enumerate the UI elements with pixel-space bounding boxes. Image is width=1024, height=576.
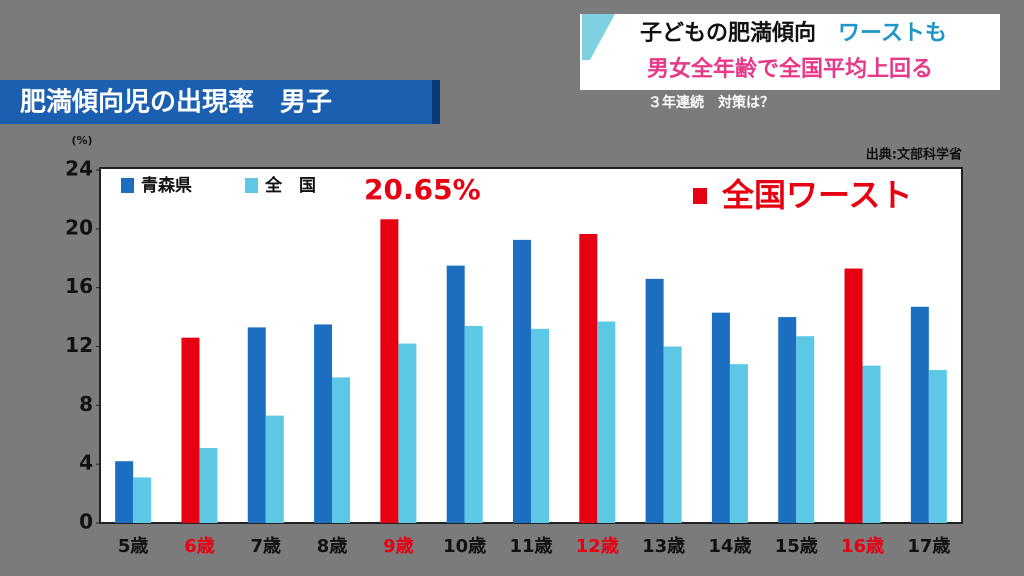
x-tick-label: 11歳	[509, 536, 552, 557]
bar	[729, 364, 748, 523]
title-band-edge	[432, 80, 440, 124]
headline-accent	[582, 14, 615, 60]
bar	[579, 233, 598, 523]
y-unit: (%)	[71, 134, 92, 147]
y-tick-label: 16	[65, 274, 93, 298]
bar	[862, 365, 881, 523]
bar	[796, 336, 815, 523]
bar	[928, 370, 947, 523]
headline-accent-text: ワーストも	[838, 21, 947, 46]
x-tick-label: 5歳	[118, 536, 149, 557]
y-tick-label: 12	[65, 333, 93, 357]
bar	[380, 219, 399, 523]
bar	[645, 278, 664, 523]
subline: ３年連続 対策は？	[648, 94, 774, 111]
y-tick-label: 24	[65, 157, 93, 181]
legend-label: 青森県	[141, 175, 192, 196]
bar	[199, 447, 218, 523]
headline-box	[580, 14, 1000, 90]
x-tick-label: 10歳	[443, 536, 486, 557]
bar	[778, 317, 797, 523]
x-tick-label: 14歳	[708, 536, 751, 557]
legend-swatch	[121, 178, 134, 193]
x-tick-label: 6歳	[184, 536, 215, 557]
bar	[513, 239, 531, 524]
bar	[247, 327, 266, 523]
x-tick-label: 9歳	[383, 536, 414, 557]
bar	[446, 265, 465, 523]
bar	[910, 306, 929, 523]
x-tick-label: 8歳	[317, 536, 348, 557]
headline-2: 男女全年齢で全国平均上回る	[647, 56, 933, 82]
bar	[711, 312, 730, 523]
y-tick-label: 4	[79, 451, 93, 475]
bar	[398, 343, 417, 523]
bar	[597, 321, 616, 523]
bar	[133, 477, 152, 523]
bar	[531, 328, 549, 523]
legend-swatch	[245, 178, 258, 193]
x-tick-label: 15歳	[775, 536, 818, 557]
bar	[115, 461, 134, 523]
bar	[181, 337, 200, 523]
headline: 子どもの肥満傾向	[640, 20, 816, 46]
chart-title: 肥満傾向児の出現率 男子	[20, 87, 332, 118]
bar	[844, 268, 863, 523]
y-tick-label: 8	[79, 392, 93, 416]
bar	[314, 324, 333, 523]
title-band	[0, 80, 440, 124]
x-tick-label: 17歳	[907, 536, 950, 557]
highlight-legend-label: 全国ワースト	[721, 176, 912, 214]
bar	[265, 415, 284, 523]
x-tick-label: 13歳	[642, 536, 685, 557]
x-tick-label: 7歳	[251, 536, 282, 557]
y-tick-label: 20	[65, 215, 93, 239]
highlight-legend-swatch	[693, 188, 707, 204]
x-tick-label: 16歳	[841, 536, 884, 557]
annotation: 20.65%	[364, 173, 481, 206]
legend-label: 全 国	[264, 175, 316, 196]
bar	[663, 346, 682, 523]
bar	[332, 377, 351, 523]
bar	[464, 325, 483, 523]
source: 出典:文部科学省	[866, 147, 962, 163]
y-tick-label: 0	[79, 510, 93, 534]
x-tick-label: 12歳	[576, 536, 619, 557]
